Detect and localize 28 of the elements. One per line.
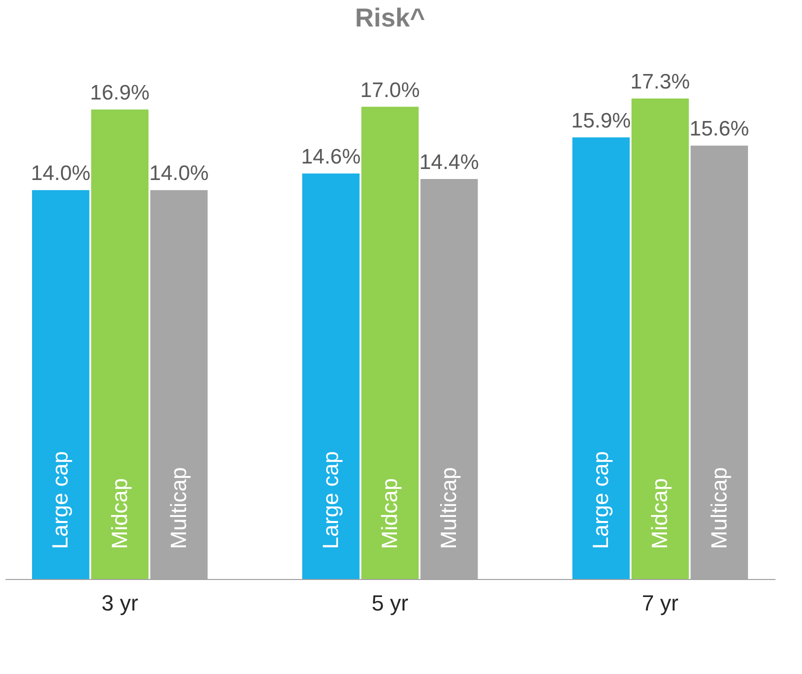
data-label: 16.9% (90, 82, 150, 105)
data-label: 15.9% (571, 109, 631, 132)
text: Multicap (166, 467, 191, 549)
data-label: 17.0% (360, 78, 420, 102)
series-label: Multicap (706, 467, 732, 549)
text: Large cap (48, 451, 73, 549)
series-label: Midcap (647, 478, 672, 549)
text: Midcap (106, 478, 132, 549)
bar (361, 106, 419, 579)
x-tick-label: 5 yr (372, 590, 408, 616)
text: Multicap (436, 467, 462, 549)
bar (91, 110, 148, 579)
bar (302, 173, 360, 579)
text: Midcap (377, 478, 402, 549)
bar (32, 190, 90, 579)
data-label: 14.0% (30, 162, 90, 186)
data-label: 14.0% (149, 162, 209, 186)
data-label: 14.6% (301, 145, 361, 168)
data-label: 14.4% (419, 151, 479, 174)
bar (572, 137, 630, 579)
chart-title: Risk^ (354, 2, 426, 32)
series-label: Large cap (588, 451, 614, 549)
x-tick-label: 3 yr (101, 590, 138, 616)
x-tick-label: 7 yr (642, 590, 679, 616)
bar (632, 98, 689, 579)
data-label: 15.6% (690, 118, 750, 141)
text: Large cap (318, 451, 343, 549)
data-label: 17.3% (630, 70, 690, 94)
